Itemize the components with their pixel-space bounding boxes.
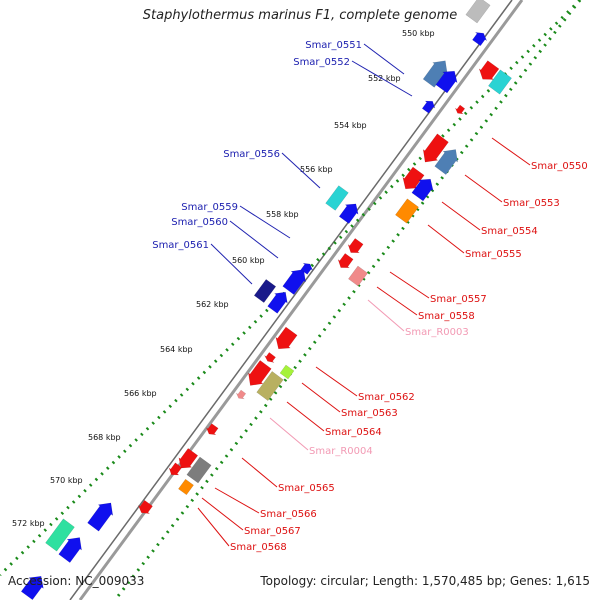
tick-track-right (113, 0, 582, 600)
label-leader-line (367, 299, 405, 332)
gene-block[interactable] (348, 265, 368, 287)
gene-arrow[interactable] (472, 32, 488, 47)
gene-label[interactable]: Smar_0567 (244, 526, 301, 537)
label-leader-line (441, 201, 481, 231)
gene-arrow[interactable] (402, 166, 425, 190)
scale-label: 568 kbp (88, 433, 121, 442)
gene-label[interactable]: Smar_0551 (305, 40, 362, 51)
gene-label[interactable]: Smar_0562 (358, 392, 415, 403)
gene-label[interactable]: Smar_R0004 (309, 446, 373, 457)
label-leader-line (315, 366, 358, 397)
gene-arrow[interactable] (338, 203, 359, 224)
scale-label: 550 kbp (402, 29, 435, 38)
gene-label[interactable]: Smar_0564 (325, 427, 382, 438)
gene-arrow[interactable] (87, 502, 114, 532)
scale-label: 562 kbp (196, 300, 229, 309)
gene-block[interactable] (325, 185, 349, 211)
gene-block[interactable] (178, 478, 194, 496)
gene-block[interactable] (279, 364, 295, 380)
gene-label[interactable]: Smar_0559 (181, 202, 238, 213)
label-leader-line (491, 137, 531, 166)
accession-text: Accession: NC_009033 (8, 574, 145, 588)
gene-label[interactable]: Smar_0568 (230, 542, 287, 553)
map-title: Staphylothermus marinus F1, complete gen… (142, 8, 458, 23)
label-leader-line (351, 60, 413, 97)
gene-arrow[interactable] (421, 100, 436, 114)
label-leader-line (281, 152, 321, 189)
label-leader-line (229, 220, 279, 259)
gene-arrow[interactable] (337, 253, 354, 269)
gene-arrow[interactable] (264, 352, 276, 363)
gene-label[interactable]: Smar_R0003 (405, 327, 469, 338)
gene-arrow[interactable] (178, 448, 199, 469)
gene-label[interactable]: Smar_0558 (418, 311, 475, 322)
gene-block[interactable] (488, 69, 512, 95)
gene-label[interactable]: Smar_0550 (531, 161, 588, 172)
gene-arrow[interactable] (434, 149, 458, 175)
scale-label: 552 kbp (368, 74, 401, 83)
scale-label: 560 kbp (232, 256, 265, 265)
gene-label[interactable]: Smar_0565 (278, 483, 335, 494)
scale-label: 570 kbp (50, 476, 83, 485)
label-leader-line (427, 224, 465, 254)
label-leader-line (210, 243, 253, 285)
gene-arrow[interactable] (347, 238, 364, 254)
gene-arrow[interactable] (248, 360, 272, 386)
gene-arrow[interactable] (435, 70, 458, 94)
label-leader-line (269, 417, 309, 451)
label-leader-line (201, 497, 244, 531)
gene-block[interactable] (45, 518, 75, 552)
gene-arrow[interactable] (422, 133, 449, 163)
gene-arrow[interactable] (267, 291, 288, 314)
scale-label: 566 kbp (124, 389, 157, 398)
gene-label[interactable]: Smar_0553 (503, 198, 560, 209)
gene-arrow[interactable] (454, 104, 466, 115)
label-leader-line (239, 205, 291, 239)
label-leader-line (376, 286, 418, 316)
label-leader-line (214, 487, 260, 514)
gene-label[interactable]: Smar_0561 (152, 240, 209, 251)
label-leader-line (464, 174, 503, 203)
gene-label[interactable]: Smar_0555 (465, 249, 522, 260)
scale-label: 556 kbp (300, 165, 333, 174)
gene-arrow[interactable] (137, 499, 153, 514)
gene-arrow[interactable] (300, 262, 314, 275)
genome-backbone-inner (69, 0, 513, 600)
label-leader-line (301, 382, 341, 413)
label-leader-line (241, 457, 278, 488)
gene-block[interactable] (256, 371, 284, 401)
scale-label: 558 kbp (266, 210, 299, 219)
gene-label[interactable]: Smar_0556 (223, 149, 280, 160)
gene-arrow[interactable] (235, 389, 247, 400)
gene-label[interactable]: Smar_0563 (341, 408, 398, 419)
scale-label: 572 kbp (12, 519, 45, 528)
gene-label[interactable]: Smar_0557 (430, 294, 487, 305)
gene-block[interactable] (186, 456, 212, 484)
gene-block[interactable] (465, 0, 491, 24)
label-leader-line (389, 271, 430, 299)
gene-arrow[interactable] (478, 60, 500, 80)
gene-arrow[interactable] (20, 576, 44, 600)
scale-label: 564 kbp (160, 345, 193, 354)
gene-label[interactable]: Smar_0560 (171, 217, 228, 228)
gene-label[interactable]: Smar_0566 (260, 509, 317, 520)
label-leader-line (197, 507, 230, 547)
label-leader-line (363, 43, 405, 75)
gene-block[interactable] (253, 279, 277, 303)
gene-arrow[interactable] (282, 269, 306, 295)
scale-label: 554 kbp (334, 121, 367, 130)
gene-block[interactable] (395, 198, 419, 224)
genome-backbone-outer (78, 0, 524, 600)
gene-arrow[interactable] (411, 178, 434, 202)
gene-arrow[interactable] (58, 537, 82, 563)
gene-arrow[interactable] (205, 423, 219, 436)
gene-arrow[interactable] (168, 462, 183, 476)
gene-arrow[interactable] (275, 326, 298, 350)
gene-label[interactable]: Smar_0554 (481, 226, 538, 237)
gene-label[interactable]: Smar_0552 (293, 57, 350, 68)
label-leader-line (286, 401, 325, 432)
genome-stats-text: Topology: circular; Length: 1,570,485 bp… (260, 574, 590, 588)
